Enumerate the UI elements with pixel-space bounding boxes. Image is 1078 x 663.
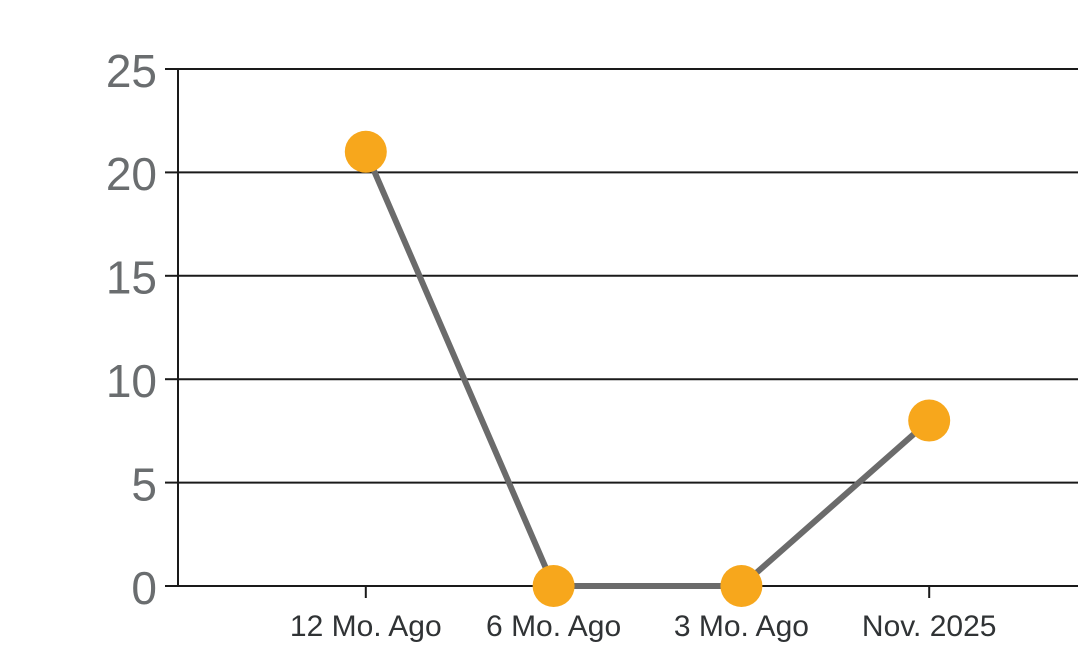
data-point-marker — [344, 130, 387, 173]
y-tick-label: 25 — [106, 45, 157, 97]
x-tick-label: 12 Mo. Ago — [290, 610, 442, 643]
y-tick-label: 10 — [106, 355, 157, 407]
y-tick-label: 0 — [131, 562, 157, 614]
y-tick-label: 5 — [131, 458, 157, 510]
data-point-marker — [720, 565, 763, 607]
chart-svg: 0 5 10 15 20 25 12 Mo. Ago 6 Mo. Ago 3 Mo. Ago No… — [106, 45, 1078, 643]
series-line — [363, 150, 932, 589]
line-chart: 0 5 10 15 20 25 12 Mo. Ago 6 Mo. Ago 3 Mo. Ago No… — [40, 16, 1078, 663]
x-tick-label: Nov. 2025 — [862, 610, 997, 643]
y-tick-label: 15 — [106, 252, 157, 304]
data-point-marker — [908, 399, 951, 442]
x-tick-label: 3 Mo. Ago — [674, 610, 809, 643]
data-point-marker — [532, 565, 575, 607]
x-tick-label: 6 Mo. Ago — [486, 610, 621, 643]
y-tick-label: 20 — [106, 148, 157, 200]
